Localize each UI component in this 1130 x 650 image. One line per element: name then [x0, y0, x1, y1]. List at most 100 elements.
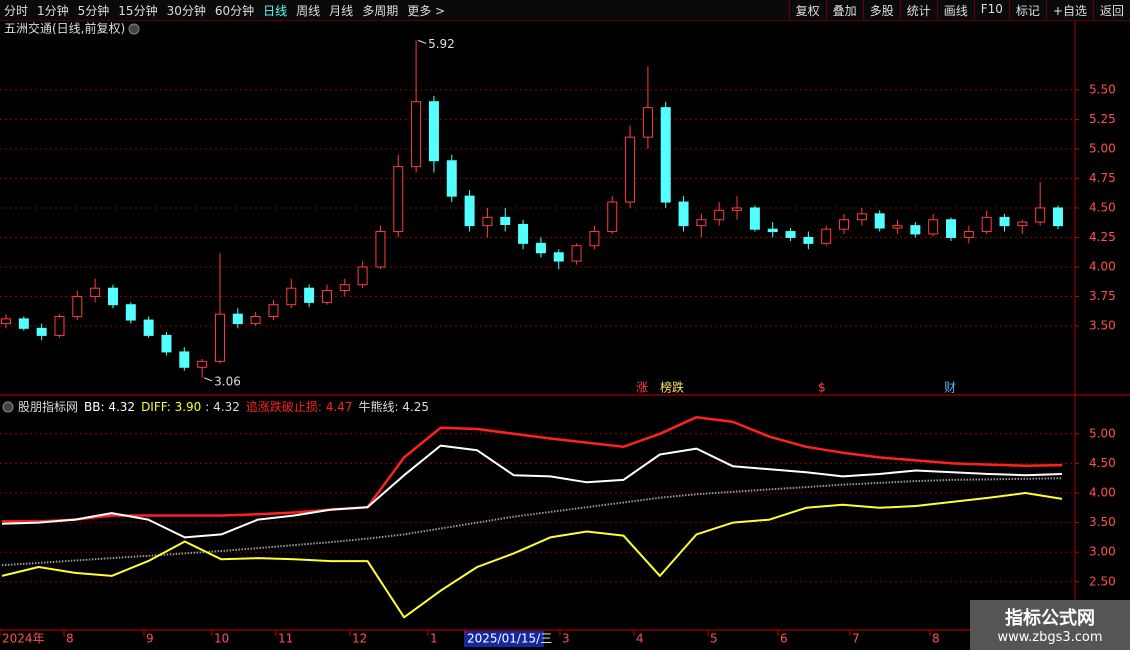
candle-body: [18, 318, 29, 329]
candle-body: [910, 225, 921, 235]
period-tab[interactable]: 5分钟: [77, 4, 110, 18]
signal-label: 财: [944, 381, 956, 395]
tool-button[interactable]: +自选: [1045, 0, 1093, 20]
candle-body: [607, 201, 618, 233]
y-tick-label: 4.00: [1089, 259, 1116, 273]
period-tab[interactable]: 分时: [4, 4, 29, 18]
candle-body: [928, 219, 939, 235]
period-tab[interactable]: 周线: [296, 4, 321, 18]
period-tab[interactable]: 1分钟: [37, 4, 69, 18]
legend-entry: : 4.32: [205, 400, 240, 414]
candle-body: [1053, 207, 1063, 227]
indicator-menu-icon: [2, 401, 14, 413]
y-tick-label: 4.75: [1089, 171, 1116, 185]
toolbar: 分时 1分钟 5分钟 15分钟 30分钟 60分钟 日线 周线 月线 多周期 更多 > 复权 叠加 多股统…: [0, 0, 1130, 21]
candle-body: [54, 316, 65, 336]
candle-body: [874, 213, 885, 229]
candle-body: [250, 316, 261, 325]
candle-body: [518, 223, 529, 244]
y-tick-label: 4.50: [1089, 456, 1116, 470]
candle-body: [696, 219, 707, 227]
period-tab[interactable]: 15分钟: [118, 4, 158, 18]
candle-body: [1017, 221, 1028, 227]
candle-body: [714, 209, 725, 221]
candle-body: [571, 245, 582, 262]
candle-body: [197, 360, 208, 368]
low-pointer: [203, 377, 213, 382]
x-tick-label: 2024年: [2, 632, 45, 646]
candle-body: [36, 327, 47, 336]
candle-body: [892, 225, 903, 229]
candle-body: [268, 304, 279, 318]
indicator-line: [1, 477, 1063, 567]
candle-body: [535, 242, 546, 254]
candle-body: [946, 219, 957, 238]
y-tick-label: 5.25: [1089, 112, 1116, 126]
date-highlight: [464, 631, 544, 647]
candle-body: [179, 351, 190, 368]
candle-body: [72, 295, 83, 318]
tool-button[interactable]: 多股: [862, 0, 900, 20]
candle-body: [1035, 207, 1046, 223]
x-tick-label: 1: [430, 632, 438, 646]
tool-button[interactable]: F10: [973, 0, 1009, 20]
legend-entry: 追涨跌破止损: 4.47: [246, 399, 353, 414]
period-tab[interactable]: 月线: [329, 4, 354, 18]
candle-body: [321, 290, 332, 303]
y-tick-label: 4.25: [1089, 230, 1116, 244]
y-tick-label: 5.00: [1089, 426, 1116, 440]
candle-body: [125, 304, 136, 321]
tool-button[interactable]: 标记: [1008, 0, 1046, 20]
y-tick-label: 4.00: [1089, 485, 1116, 499]
candle-body: [500, 216, 511, 225]
signal-label: $: [818, 381, 826, 395]
signal-label: 涨: [636, 380, 648, 395]
candle-body: [446, 160, 457, 197]
candle-body: [821, 228, 832, 244]
candle-body: [286, 287, 297, 306]
period-tab[interactable]: 更多 >: [407, 4, 446, 18]
x-tick-label: 8: [66, 632, 74, 646]
x-tick-label: 8: [932, 632, 940, 646]
chart-title: 五洲交通(日线,前复权): [4, 21, 125, 36]
period-tab[interactable]: 日线: [263, 4, 288, 18]
candle-body: [553, 252, 564, 262]
candle-body: [482, 216, 493, 227]
tool-button[interactable]: 统计: [899, 0, 937, 20]
x-tick-label: 5: [710, 632, 718, 646]
tool-button[interactable]: 画线: [936, 0, 974, 20]
x-tick-label: 11: [278, 632, 293, 646]
tool-button[interactable]: 复权: [788, 0, 826, 20]
indicator-line: [1, 444, 1063, 539]
watermark-url: www.zbgs3.com: [997, 630, 1103, 645]
x-tick-label: 4: [636, 632, 644, 646]
candle-body: [625, 136, 636, 203]
x-tick-label: 10: [214, 632, 229, 646]
period-tab[interactable]: 30分钟: [166, 4, 206, 18]
candle-body: [161, 334, 172, 353]
period-tabs: 分时 1分钟 5分钟 15分钟 30分钟 60分钟 日线 周线 月线 多周期 更多 >: [4, 2, 445, 19]
period-tab[interactable]: 多周期: [362, 4, 399, 18]
candle-body: [839, 219, 850, 230]
candle-body: [589, 231, 600, 247]
tool-button[interactable]: 叠加: [825, 0, 863, 20]
candle-body: [963, 231, 974, 238]
tool-button[interactable]: 返回: [1092, 0, 1130, 20]
high-pointer: [417, 39, 427, 44]
candle-body: [143, 319, 154, 336]
candle-body: [749, 207, 760, 230]
signal-label: 榜跌: [660, 380, 684, 395]
watermark: 指标公式网 www.zbgs3.com: [970, 600, 1130, 650]
y-tick-label: 3.50: [1089, 515, 1116, 529]
legend-entry: BB: 4.32: [84, 400, 135, 414]
indicator-line: [1, 492, 1063, 619]
x-tick-label: 6: [780, 632, 788, 646]
period-tab[interactable]: 60分钟: [214, 4, 255, 18]
candle-body: [214, 313, 225, 362]
legend-entry: 股朋指标网: [18, 399, 78, 414]
candle-body: [304, 287, 315, 303]
candle-body: [232, 313, 243, 325]
low-label: 3.06: [214, 374, 241, 388]
x-tick-label: 12: [352, 632, 367, 646]
